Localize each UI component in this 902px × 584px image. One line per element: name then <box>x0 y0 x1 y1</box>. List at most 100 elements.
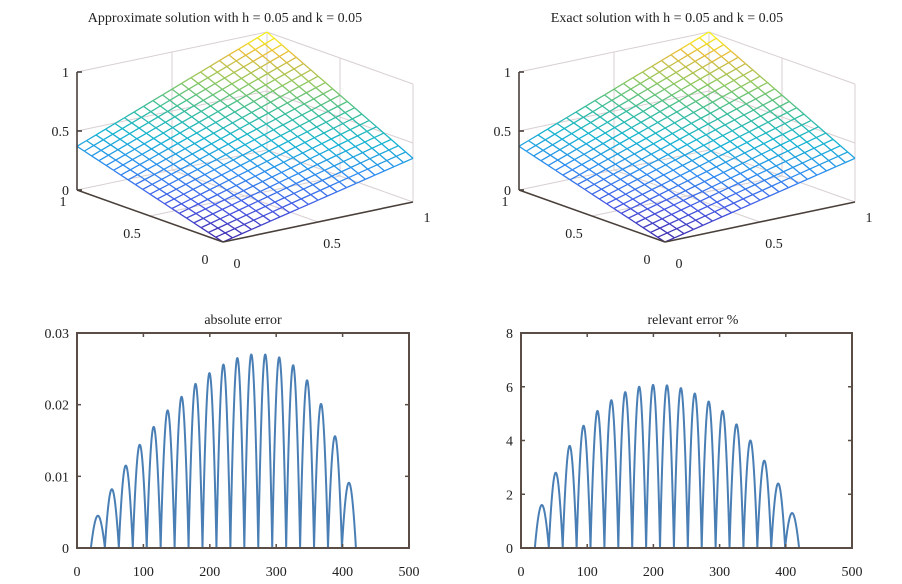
mesh-line <box>235 184 244 192</box>
mesh-line <box>114 117 125 125</box>
mesh-line <box>245 180 254 187</box>
mesh-line <box>188 82 199 90</box>
mesh-line <box>710 107 721 114</box>
mesh-line <box>704 55 713 63</box>
mesh-line <box>723 85 733 93</box>
mesh-line <box>183 193 192 200</box>
mesh-line <box>322 175 333 181</box>
mesh-line <box>231 204 240 211</box>
mesh-line <box>664 127 673 135</box>
mesh-line <box>608 188 619 195</box>
mesh-line <box>623 116 635 123</box>
mesh-line <box>301 109 312 116</box>
mesh-line <box>645 99 654 107</box>
mesh-line <box>151 183 160 190</box>
mesh-line <box>238 48 247 56</box>
mesh-line <box>167 110 176 118</box>
mesh-line <box>544 139 553 146</box>
mesh-line <box>100 144 111 151</box>
mesh-line <box>240 77 250 85</box>
mesh-line <box>235 60 245 68</box>
mesh-line <box>336 187 347 193</box>
mesh-line <box>175 153 184 160</box>
mesh-line <box>300 198 309 205</box>
mesh-line <box>758 163 768 171</box>
mesh-line <box>194 137 205 145</box>
mesh-line <box>639 168 648 176</box>
mesh-line <box>685 185 696 192</box>
mesh-line <box>615 163 624 170</box>
mesh-line <box>761 189 770 197</box>
mesh-line <box>677 144 688 151</box>
y-tick-label: 0.01 <box>45 470 70 485</box>
mesh-line <box>694 185 703 192</box>
mesh-line <box>245 49 256 56</box>
mesh-line <box>647 121 659 129</box>
mesh-line <box>775 160 786 167</box>
mesh-line <box>751 115 762 122</box>
mesh-line <box>253 219 262 226</box>
mesh-line <box>182 158 191 165</box>
mesh-line <box>224 77 233 85</box>
mesh-line <box>362 152 371 160</box>
mesh-line <box>694 180 705 187</box>
mesh-line <box>712 216 723 222</box>
y-tick-label: 2 <box>506 488 513 503</box>
mesh-line <box>707 79 718 86</box>
x-tick-label: 0.5 <box>323 237 341 252</box>
mesh-line <box>301 114 310 122</box>
mesh-line <box>214 164 225 171</box>
mesh-line <box>229 94 238 102</box>
y-tick-label: 0.03 <box>45 327 70 342</box>
mesh-line <box>120 169 131 176</box>
mesh-line <box>792 162 803 168</box>
mesh-line <box>170 168 182 175</box>
mesh-line <box>745 98 757 105</box>
mesh-line <box>763 179 773 187</box>
mesh-line <box>767 116 778 123</box>
mesh-line <box>329 181 340 187</box>
y-tick-label: 0 <box>202 253 209 268</box>
mesh-line <box>264 170 273 178</box>
mesh-line <box>282 124 291 132</box>
mesh-line <box>748 126 759 133</box>
mesh-line <box>388 149 397 157</box>
mesh-line <box>249 160 258 167</box>
mesh-line <box>206 163 215 171</box>
mesh-line <box>579 174 588 181</box>
mesh-line <box>388 145 399 151</box>
mesh-line <box>315 81 326 89</box>
mesh-line <box>189 127 198 134</box>
mesh-line <box>257 200 266 207</box>
mesh-line <box>163 163 174 170</box>
mesh-line <box>700 112 711 119</box>
mesh-line <box>652 218 663 224</box>
mesh-line <box>275 113 286 120</box>
mesh-line <box>718 187 729 193</box>
mesh-line <box>244 139 255 146</box>
mesh-line <box>610 183 619 190</box>
mesh-line <box>205 83 216 90</box>
mesh-line <box>170 132 181 139</box>
mesh-line <box>688 95 697 102</box>
mesh-line <box>646 174 655 181</box>
mesh-line <box>319 185 330 191</box>
mesh-line <box>246 128 258 135</box>
mesh-line <box>154 168 165 175</box>
mesh-line <box>262 55 271 63</box>
mesh-line <box>171 207 180 214</box>
mesh-line <box>608 193 617 200</box>
mesh-line <box>678 218 687 225</box>
mesh-line <box>304 141 313 149</box>
mesh-line <box>233 66 244 74</box>
mesh-line <box>566 111 577 119</box>
mesh-line <box>804 152 813 160</box>
mesh-line <box>312 184 321 191</box>
mesh-line <box>596 173 605 180</box>
mesh-line <box>746 137 757 144</box>
mesh-line <box>656 203 665 210</box>
mesh-line <box>200 105 212 112</box>
mesh-line <box>761 153 770 161</box>
mesh-line <box>707 118 719 125</box>
mesh-line <box>569 174 580 181</box>
